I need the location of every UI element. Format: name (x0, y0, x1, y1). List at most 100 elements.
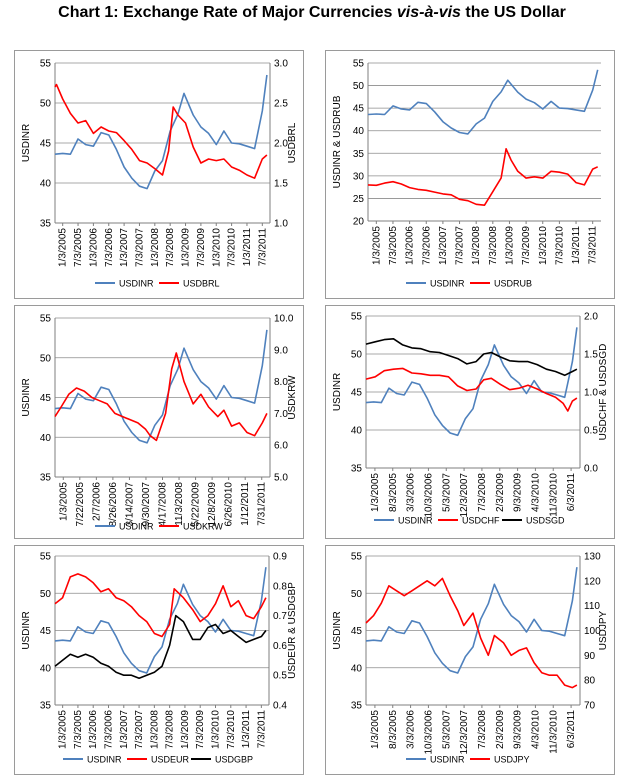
y-axis-title: USDINR (21, 124, 32, 162)
y-tick-label: 50 (40, 353, 52, 364)
y-tick-label: 30 (353, 171, 365, 182)
x-tick-label: 1/3/2011 (241, 710, 252, 749)
x-tick-label: 5/3/2007 (441, 710, 452, 749)
chart-inr-eur-gbp: 35 40 45 50 55 0.4 0.5 0.6 0.7 0.8 0.9 1/3/2005 7/3/… (21, 552, 298, 765)
y2-tick-label: 2.5 (274, 99, 288, 110)
legend-label-usdinr: USDINR (398, 516, 433, 526)
x-tick-label: 1/3/2005 (370, 710, 381, 749)
legend-label-usdinr: USDINR (430, 279, 465, 289)
legend-label-usdinr: USDINR (87, 755, 122, 765)
legend-label-usdeur: USDEUR (151, 755, 190, 765)
chart-inr-rub: 20 25 30 35 40 45 50 55 1/3/2005 7/3/2005 1/3/2006… (332, 59, 601, 289)
y2-tick-label: 0.4 (273, 701, 287, 712)
series-line-usdinr (54, 567, 267, 674)
y-axis-title: USDINR (21, 378, 32, 416)
x-tick-label: 8/3/2005 (388, 473, 399, 512)
series-line-usdjpy (365, 577, 578, 689)
y2-tick-label: 0.8 (273, 581, 287, 592)
x-tick-label: 7/3/2010 (227, 228, 238, 267)
y2-tick-label: 1.5 (274, 179, 288, 190)
y-tick-label: 25 (353, 194, 365, 205)
y2-tick-label: 1.0 (584, 388, 598, 399)
x-tick-label: 7/3/2007 (134, 710, 145, 749)
x-tick-label: 8/26/2006 (108, 482, 119, 527)
chart-panel-inr-chf-sgd: 35 40 45 50 55 0.0 0.5 1.0 1.5 2.0 1/3/2005 8/3/200… (325, 305, 615, 539)
x-tick-label: 1/3/2007 (119, 710, 130, 749)
x-tick-label: 7/3/2008 (165, 228, 176, 267)
y2-tick-label: 5.0 (274, 473, 288, 484)
legend-label-usdjpy: USDJPY (494, 755, 530, 765)
y-tick-label: 55 (40, 552, 52, 563)
series-line-usdinr (365, 567, 578, 674)
series-line-usdkrw (54, 352, 268, 442)
x-tick-label: 5/3/2007 (441, 473, 452, 512)
x-tick-label: 1/3/2005 (58, 482, 69, 521)
y-axis-title: USDINR (332, 611, 343, 649)
y-tick-label: 50 (351, 589, 363, 600)
y-tick-label: 40 (351, 426, 363, 437)
x-tick-label: 1/3/2006 (88, 228, 99, 267)
x-tick-label: 2/3/2009 (495, 473, 506, 512)
legend-label-usdsgd: USDSGD (526, 516, 565, 526)
y-tick-label: 55 (353, 59, 365, 70)
x-tick-label: 4/17/2008 (158, 482, 169, 527)
y-tick-label: 35 (353, 149, 365, 160)
y-tick-label: 40 (40, 433, 52, 444)
x-tick-label: 11/3/2010 (548, 710, 559, 754)
y2-tick-label: 110 (584, 601, 600, 612)
x-tick-label: 6/3/2011 (566, 473, 577, 512)
legend-label-usdbrl: USDBRL (183, 279, 220, 289)
y-tick-label: 50 (353, 81, 365, 92)
x-tick-label: 1/3/2011 (242, 228, 253, 267)
x-tick-label: 1/3/2006 (405, 226, 416, 265)
y2-tick-label: 0.0 (584, 464, 598, 475)
y2-tick-label: 100 (584, 626, 601, 637)
x-tick-label: 7/3/2009 (195, 710, 206, 749)
y2-tick-label: 0.9 (273, 552, 287, 563)
x-tick-label: 1/3/2011 (571, 226, 582, 265)
x-tick-label: 7/3/2008 (477, 710, 488, 749)
series-line-usdgbp (54, 614, 267, 679)
y2-tick-label: 2.0 (584, 312, 598, 323)
chart-inr-brl: 35 40 45 50 55 1.0 1.5 2.0 2.5 3.0 1/3/2005 7/3/200… (21, 59, 298, 289)
y-tick-label: 45 (40, 393, 52, 404)
x-tick-label: 2/7/2006 (91, 482, 102, 521)
y2-axis-title: USDKRW (287, 375, 298, 420)
x-tick-label: 1/3/2007 (438, 226, 449, 265)
y-tick-label: 35 (351, 701, 363, 712)
x-tick-label: 9/3/2009 (513, 710, 524, 749)
x-tick-label: 2/3/2009 (495, 710, 506, 749)
legend-label-usdinr: USDINR (119, 522, 154, 532)
x-tick-label: 11/3/2010 (548, 473, 559, 517)
y-tick-label: 55 (40, 314, 52, 325)
x-tick-label: 11/3/2008 (174, 482, 185, 526)
y2-tick-label: 6.0 (274, 441, 288, 452)
x-tick-label: 10/3/2006 (423, 710, 434, 755)
y2-tick-label: 0.5 (273, 671, 287, 682)
y-axis-title: USDINR & USDRUB (332, 95, 343, 188)
x-tick-label: 1/3/2010 (538, 226, 549, 265)
y-tick-label: 50 (351, 350, 363, 361)
y2-tick-label: 70 (584, 701, 596, 712)
y-tick-label: 35 (351, 464, 363, 475)
x-tick-label: 7/3/2008 (477, 473, 488, 512)
y-tick-label: 20 (353, 217, 365, 228)
series-line-usdinr (365, 327, 578, 437)
chart-panel-inr-krw: 35 40 45 50 55 5.0 6.0 7.0 8.0 9.0 10.0 1/3/2005 7/2… (14, 305, 304, 539)
x-tick-label: 1/3/2006 (88, 710, 99, 749)
title-italic: vis-à-vis (396, 4, 461, 21)
x-tick-label: 1/3/2007 (119, 228, 130, 267)
y-tick-label: 40 (40, 179, 52, 190)
y2-tick-label: 120 (584, 576, 601, 587)
x-tick-label: 7/3/2006 (104, 228, 115, 267)
y-tick-label: 45 (40, 626, 52, 637)
x-tick-label: 1/3/2010 (211, 710, 222, 749)
y2-tick-label: 130 (584, 552, 601, 563)
y-tick-label: 55 (351, 312, 363, 323)
y2-axis-title: USDBRL (287, 122, 298, 163)
y-tick-label: 35 (40, 219, 52, 230)
y2-tick-label: 0.6 (273, 641, 287, 652)
x-tick-label: 7/3/2008 (488, 226, 499, 265)
chart-panel-inr-eur-gbp: 35 40 45 50 55 0.4 0.5 0.6 0.7 0.8 0.9 1/3/2005 7/3/… (14, 545, 304, 775)
legend-label-usdinr: USDINR (430, 755, 465, 765)
